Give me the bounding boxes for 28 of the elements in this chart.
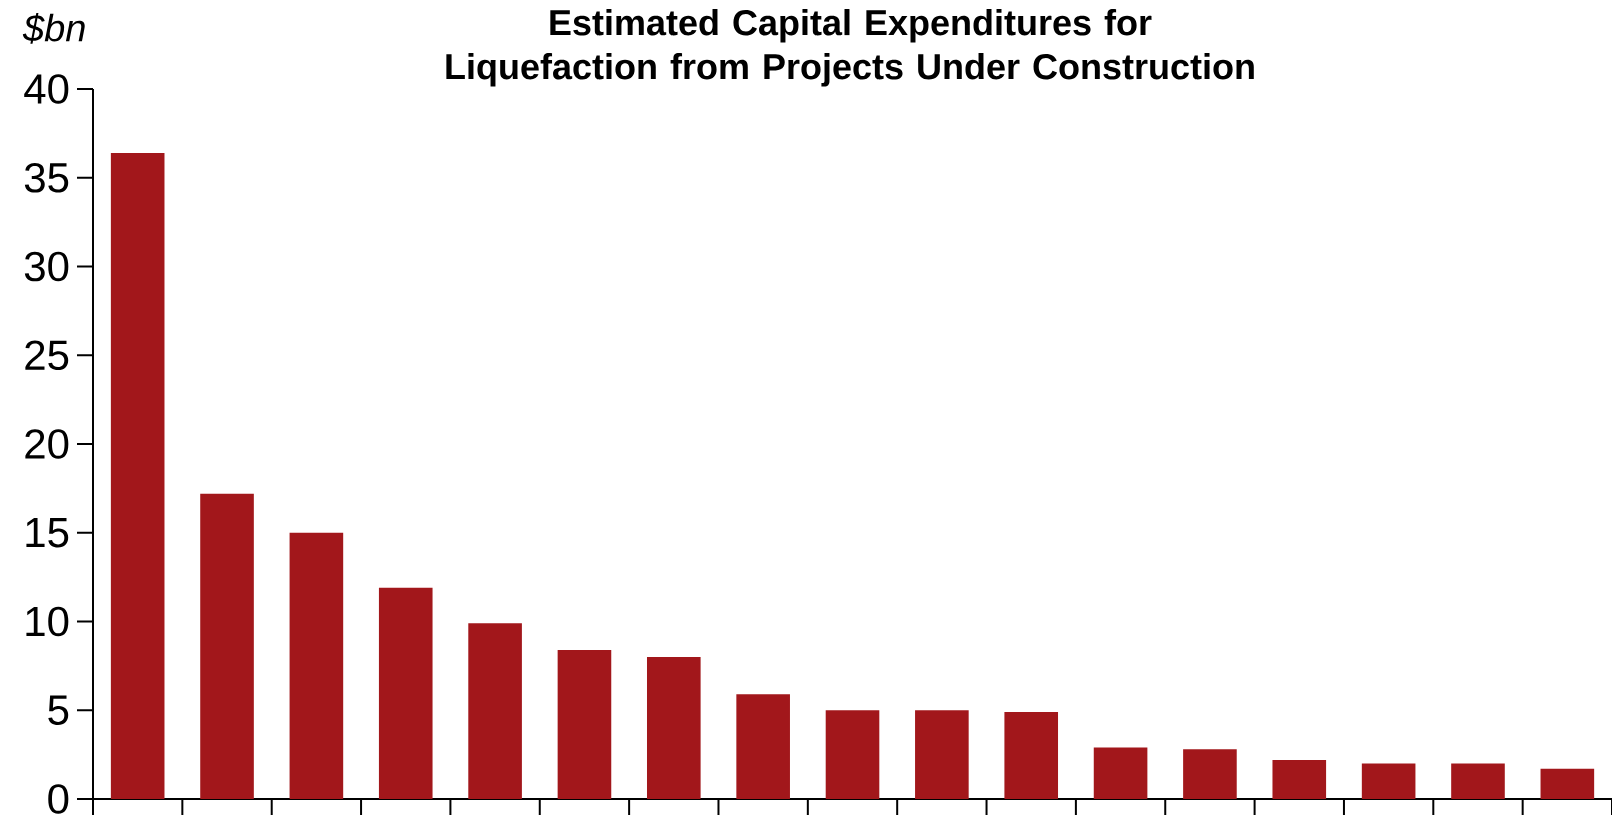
y-tick-label: 20 xyxy=(25,429,69,459)
bar xyxy=(200,493,254,799)
bar xyxy=(378,587,433,799)
y-axis-title: $bn xyxy=(22,13,85,44)
bar xyxy=(1361,763,1416,799)
chart-title: Estimated Capital Expenditures for Liquefaction from Projects Under Construction xyxy=(446,9,1254,87)
bar xyxy=(1540,768,1595,799)
bar xyxy=(915,710,969,799)
y-tick-label: 0 xyxy=(48,784,69,814)
bar xyxy=(736,694,790,799)
y-tick-label: 25 xyxy=(25,340,69,371)
bar xyxy=(1093,747,1148,799)
bar xyxy=(1451,763,1505,799)
y-tick-label: 40 xyxy=(24,74,69,104)
y-tick-label: 30 xyxy=(24,251,69,282)
bar xyxy=(646,657,701,799)
y-tick-label: 15 xyxy=(26,518,69,548)
bar xyxy=(1183,749,1237,799)
bar xyxy=(825,710,880,799)
y-tick-label: 5 xyxy=(48,695,69,725)
y-tick-label: 10 xyxy=(26,606,69,637)
bar xyxy=(1272,759,1327,799)
y-tick-label: 35 xyxy=(24,162,69,193)
bar xyxy=(110,152,165,799)
bar xyxy=(1004,712,1059,799)
bar xyxy=(557,649,612,799)
bar xyxy=(289,532,344,799)
bar xyxy=(468,623,522,799)
